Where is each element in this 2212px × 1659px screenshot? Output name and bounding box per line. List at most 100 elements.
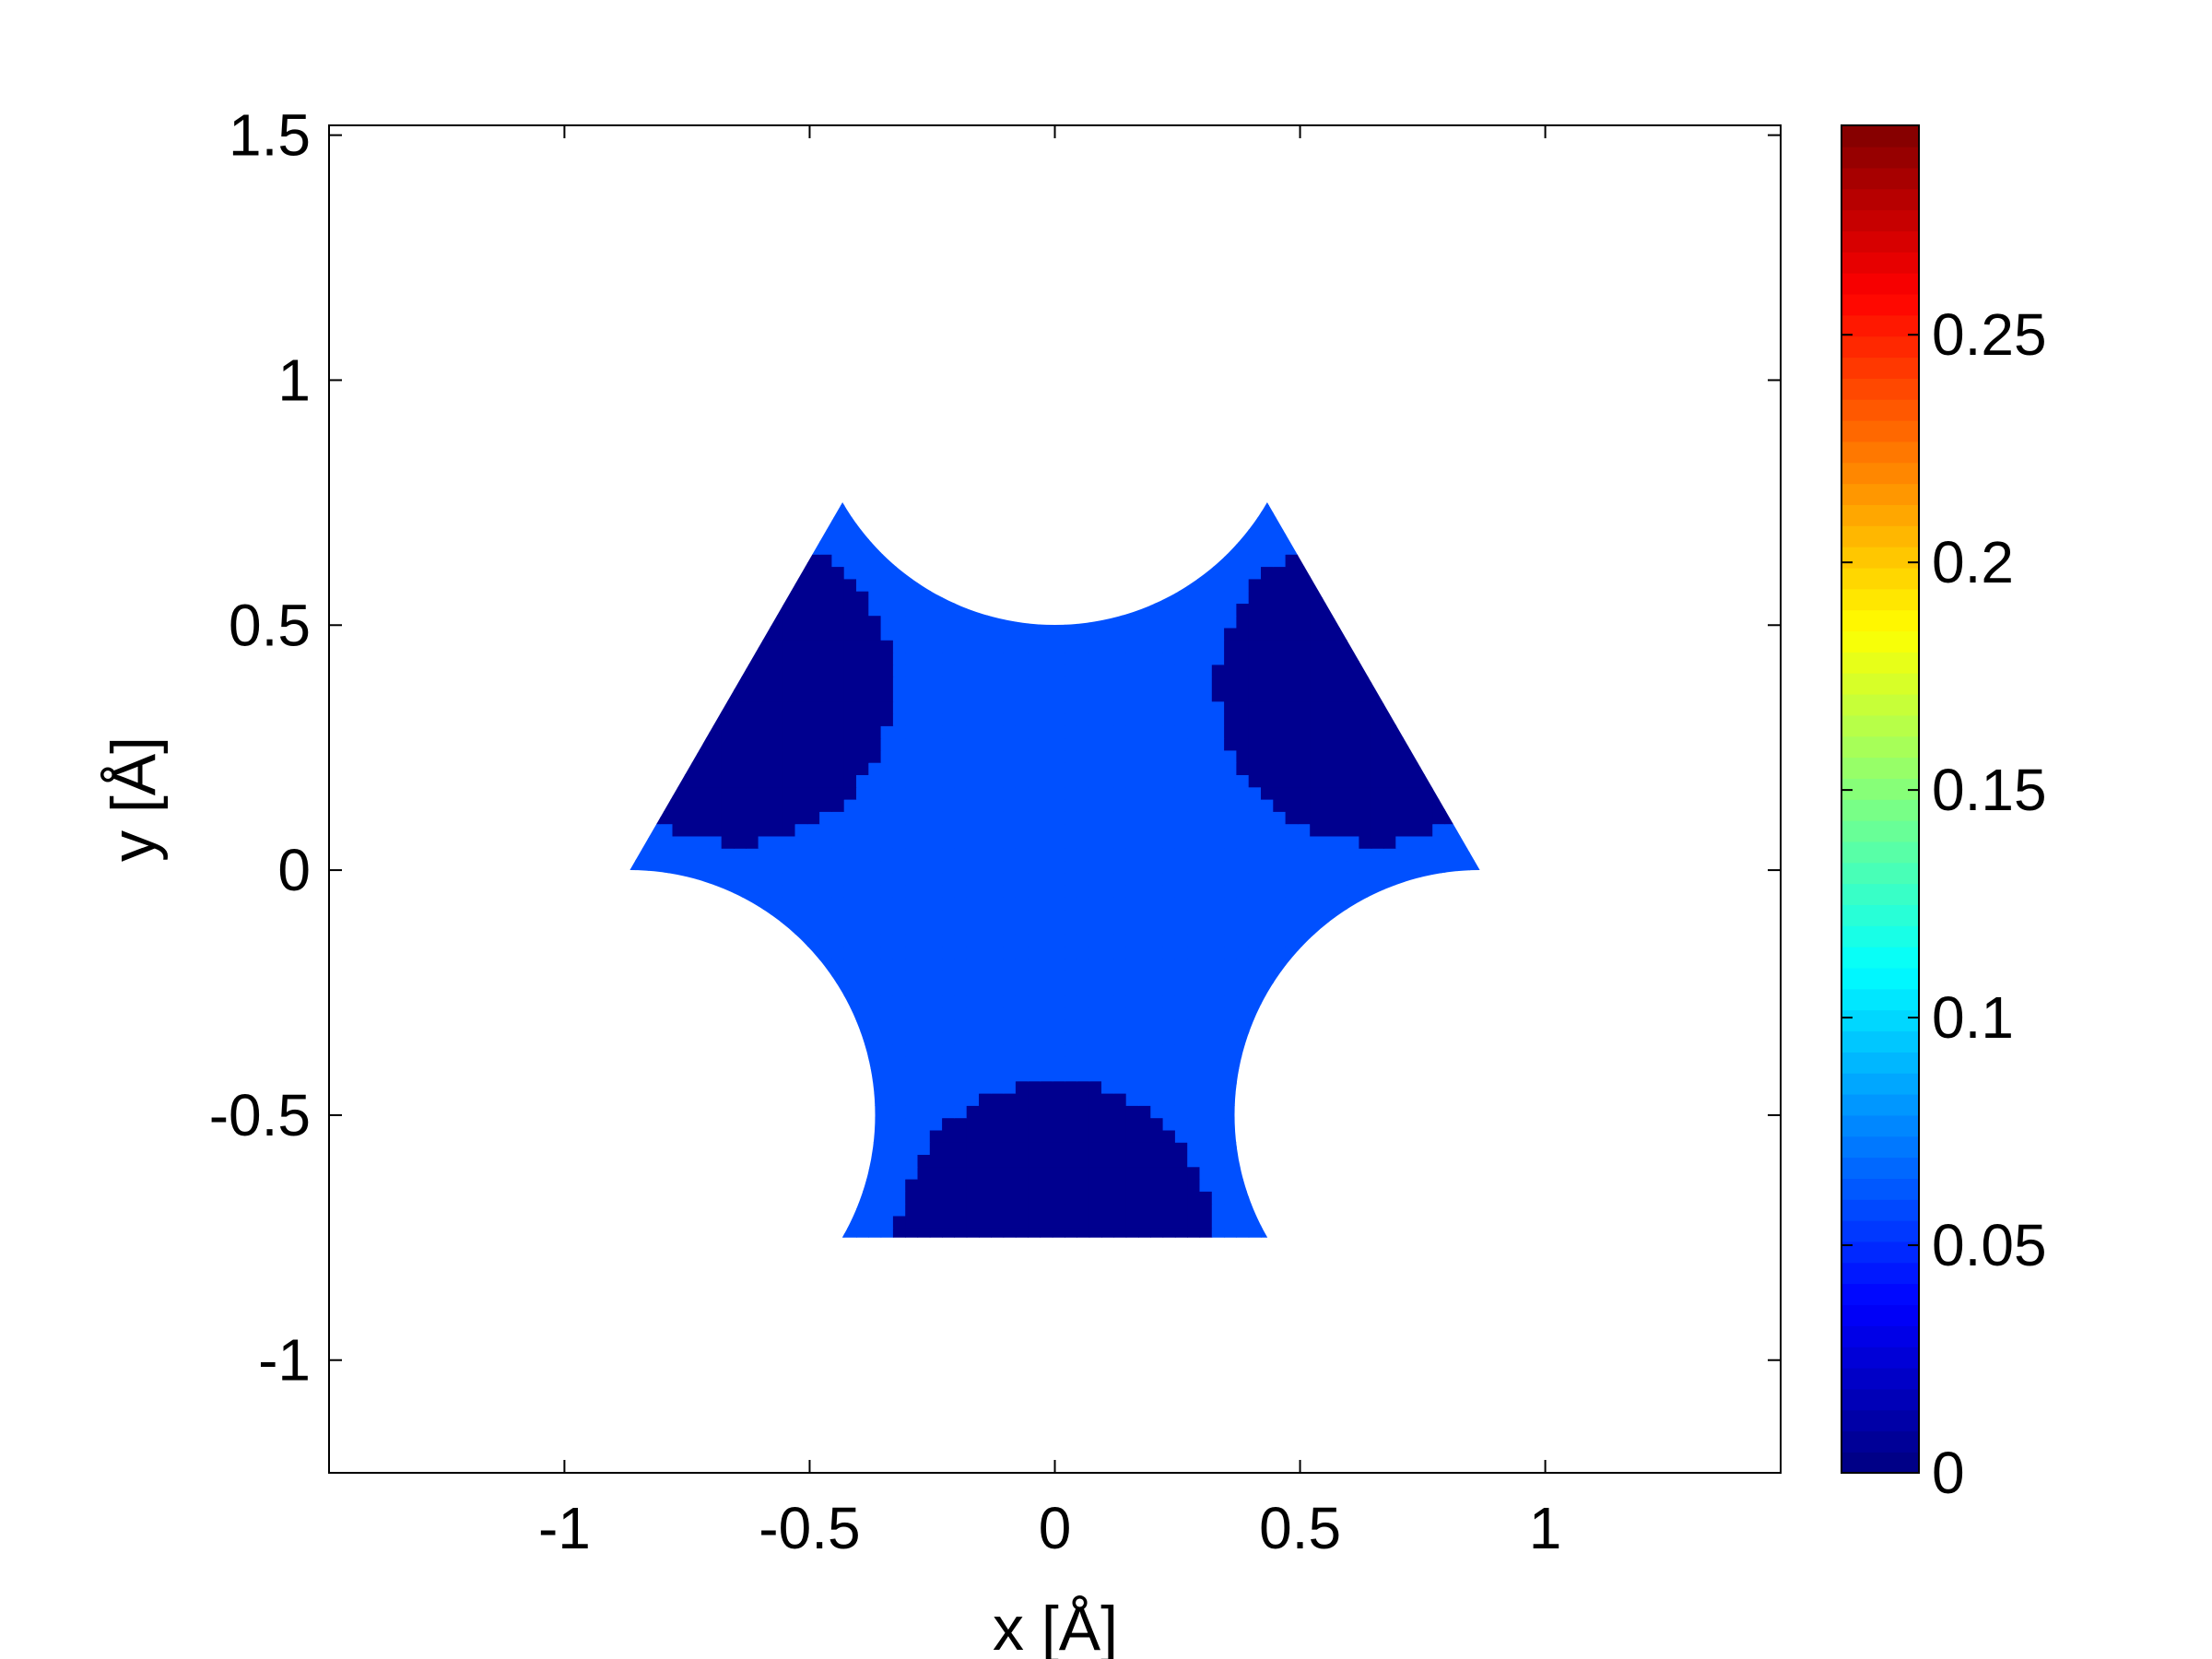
- heatmap-cell: [1125, 958, 1139, 971]
- heatmap-cell: [929, 1129, 943, 1143]
- heatmap-cell: [1125, 1093, 1139, 1106]
- heatmap-cell: [929, 1105, 943, 1119]
- heatmap-cell: [1125, 1006, 1139, 1020]
- heatmap-cell: [1236, 971, 1250, 983]
- heatmap-cell: [1077, 1228, 1090, 1238]
- heatmap-cell: [929, 1068, 943, 1082]
- heatmap-cell: [966, 1166, 980, 1180]
- heatmap-cell: [880, 1006, 894, 1020]
- heatmap-cell: [954, 1179, 968, 1192]
- heatmap-cell: [1236, 1191, 1250, 1205]
- heatmap-cell: [966, 958, 980, 971]
- heatmap-cell: [1248, 1228, 1262, 1238]
- heatmap-cell: [1113, 1129, 1127, 1143]
- heatmap-cell: [1224, 1142, 1237, 1155]
- heatmap-cell: [1174, 1068, 1188, 1082]
- heatmap-cell: [942, 1166, 955, 1180]
- heatmap-cell: [880, 1166, 894, 1180]
- heatmap-cell: [1052, 1142, 1065, 1155]
- heatmap-cell: [1199, 971, 1213, 983]
- heatmap-cell: [1003, 1105, 1017, 1119]
- heatmap-cell: [1077, 1006, 1090, 1020]
- heatmap-cell: [929, 946, 943, 959]
- heatmap-cell: [954, 1129, 968, 1143]
- heatmap-cell: [1150, 982, 1164, 996]
- heatmap-cell: [979, 946, 992, 959]
- heatmap-cell: [1113, 1056, 1127, 1069]
- heatmap-cell: [942, 971, 955, 983]
- heatmap-cell: [1077, 946, 1090, 959]
- heatmap-cell: [1003, 1215, 1017, 1229]
- heatmap-cell: [1077, 958, 1090, 971]
- heatmap-cell: [1211, 1068, 1225, 1082]
- heatmap-cell: [868, 994, 882, 1008]
- heatmap-cell: [892, 958, 906, 971]
- heatmap-cell: [856, 1228, 869, 1238]
- heatmap-cell: [1065, 1203, 1077, 1217]
- heatmap-cell: [1077, 1093, 1090, 1106]
- heatmap-cell: [856, 994, 869, 1008]
- heatmap-cell: [1065, 1031, 1077, 1045]
- heatmap-cell: [979, 1215, 992, 1229]
- heatmap-cell: [917, 1080, 931, 1094]
- heatmap-cell: [979, 1179, 992, 1192]
- heatmap-cell: [1224, 1203, 1237, 1217]
- heatmap-cell: [1187, 994, 1201, 1008]
- heatmap-cell: [892, 1129, 906, 1143]
- heatmap-cell: [1224, 971, 1237, 983]
- heatmap-cell: [1088, 1179, 1102, 1192]
- heatmap-cell: [1199, 1019, 1213, 1033]
- heatmap-cell: [1040, 1019, 1053, 1033]
- heatmap-cell: [966, 1228, 980, 1238]
- heatmap-cell: [917, 1154, 931, 1168]
- heatmap-cell: [1052, 958, 1065, 971]
- heatmap-cell: [1125, 946, 1139, 959]
- heatmap-cell: [917, 1056, 931, 1069]
- heatmap-cell: [917, 1215, 931, 1229]
- heatmap-cell: [1052, 994, 1065, 1008]
- heatmap-cell: [929, 958, 943, 971]
- heatmap-cell: [1101, 1191, 1114, 1205]
- heatmap-cell: [1028, 1142, 1041, 1155]
- heatmap-cell: [1015, 1068, 1029, 1082]
- heatmap-cell: [1174, 982, 1188, 996]
- heatmap-cell: [929, 1215, 943, 1229]
- heatmap-cell: [1028, 971, 1041, 983]
- heatmap-cell: [1088, 1105, 1102, 1119]
- heatmap-cell: [905, 1228, 919, 1238]
- heatmap-cell: [917, 1006, 931, 1020]
- heatmap-cell: [868, 1006, 882, 1020]
- heatmap-cell: [1187, 1056, 1201, 1069]
- heatmap-cell: [1273, 958, 1287, 971]
- heatmap-cell: [979, 1019, 992, 1033]
- heatmap-cell: [831, 958, 845, 971]
- heatmap-cell: [917, 1105, 931, 1119]
- heatmap-cell: [1199, 1166, 1213, 1180]
- heatmap-cell: [1015, 1191, 1029, 1205]
- heatmap-cell: [1125, 982, 1139, 996]
- heatmap-cell: [1113, 1093, 1127, 1106]
- heatmap-cell: [1015, 1056, 1029, 1069]
- heatmap-cell: [991, 1093, 1005, 1106]
- heatmap-cell: [917, 1117, 931, 1131]
- heatmap-cell: [868, 1154, 882, 1168]
- heatmap-cell: [1211, 1006, 1225, 1020]
- heatmap-cell: [917, 1043, 931, 1057]
- heatmap-cell: [1211, 982, 1225, 996]
- heatmap-cell: [942, 1056, 955, 1069]
- heatmap-cell: [1088, 1129, 1102, 1143]
- heatmap-cell: [1199, 1203, 1213, 1217]
- heatmap-cell: [1028, 1080, 1041, 1094]
- heatmap-cell: [954, 982, 968, 996]
- heatmap-cell: [1187, 1203, 1201, 1217]
- heatmap-cell: [1077, 1031, 1090, 1045]
- heatmap-cell: [1187, 1142, 1201, 1155]
- heatmap-cell: [1199, 1105, 1213, 1119]
- heatmap-cell: [1101, 1006, 1114, 1020]
- heatmap-cell: [929, 1191, 943, 1205]
- heatmap-cell: [1101, 1215, 1114, 1229]
- heatmap-cell: [1065, 1228, 1077, 1238]
- heatmap-cell: [1224, 1228, 1237, 1238]
- heatmap-cell: [1162, 1228, 1176, 1238]
- heatmap-cell: [979, 1117, 992, 1131]
